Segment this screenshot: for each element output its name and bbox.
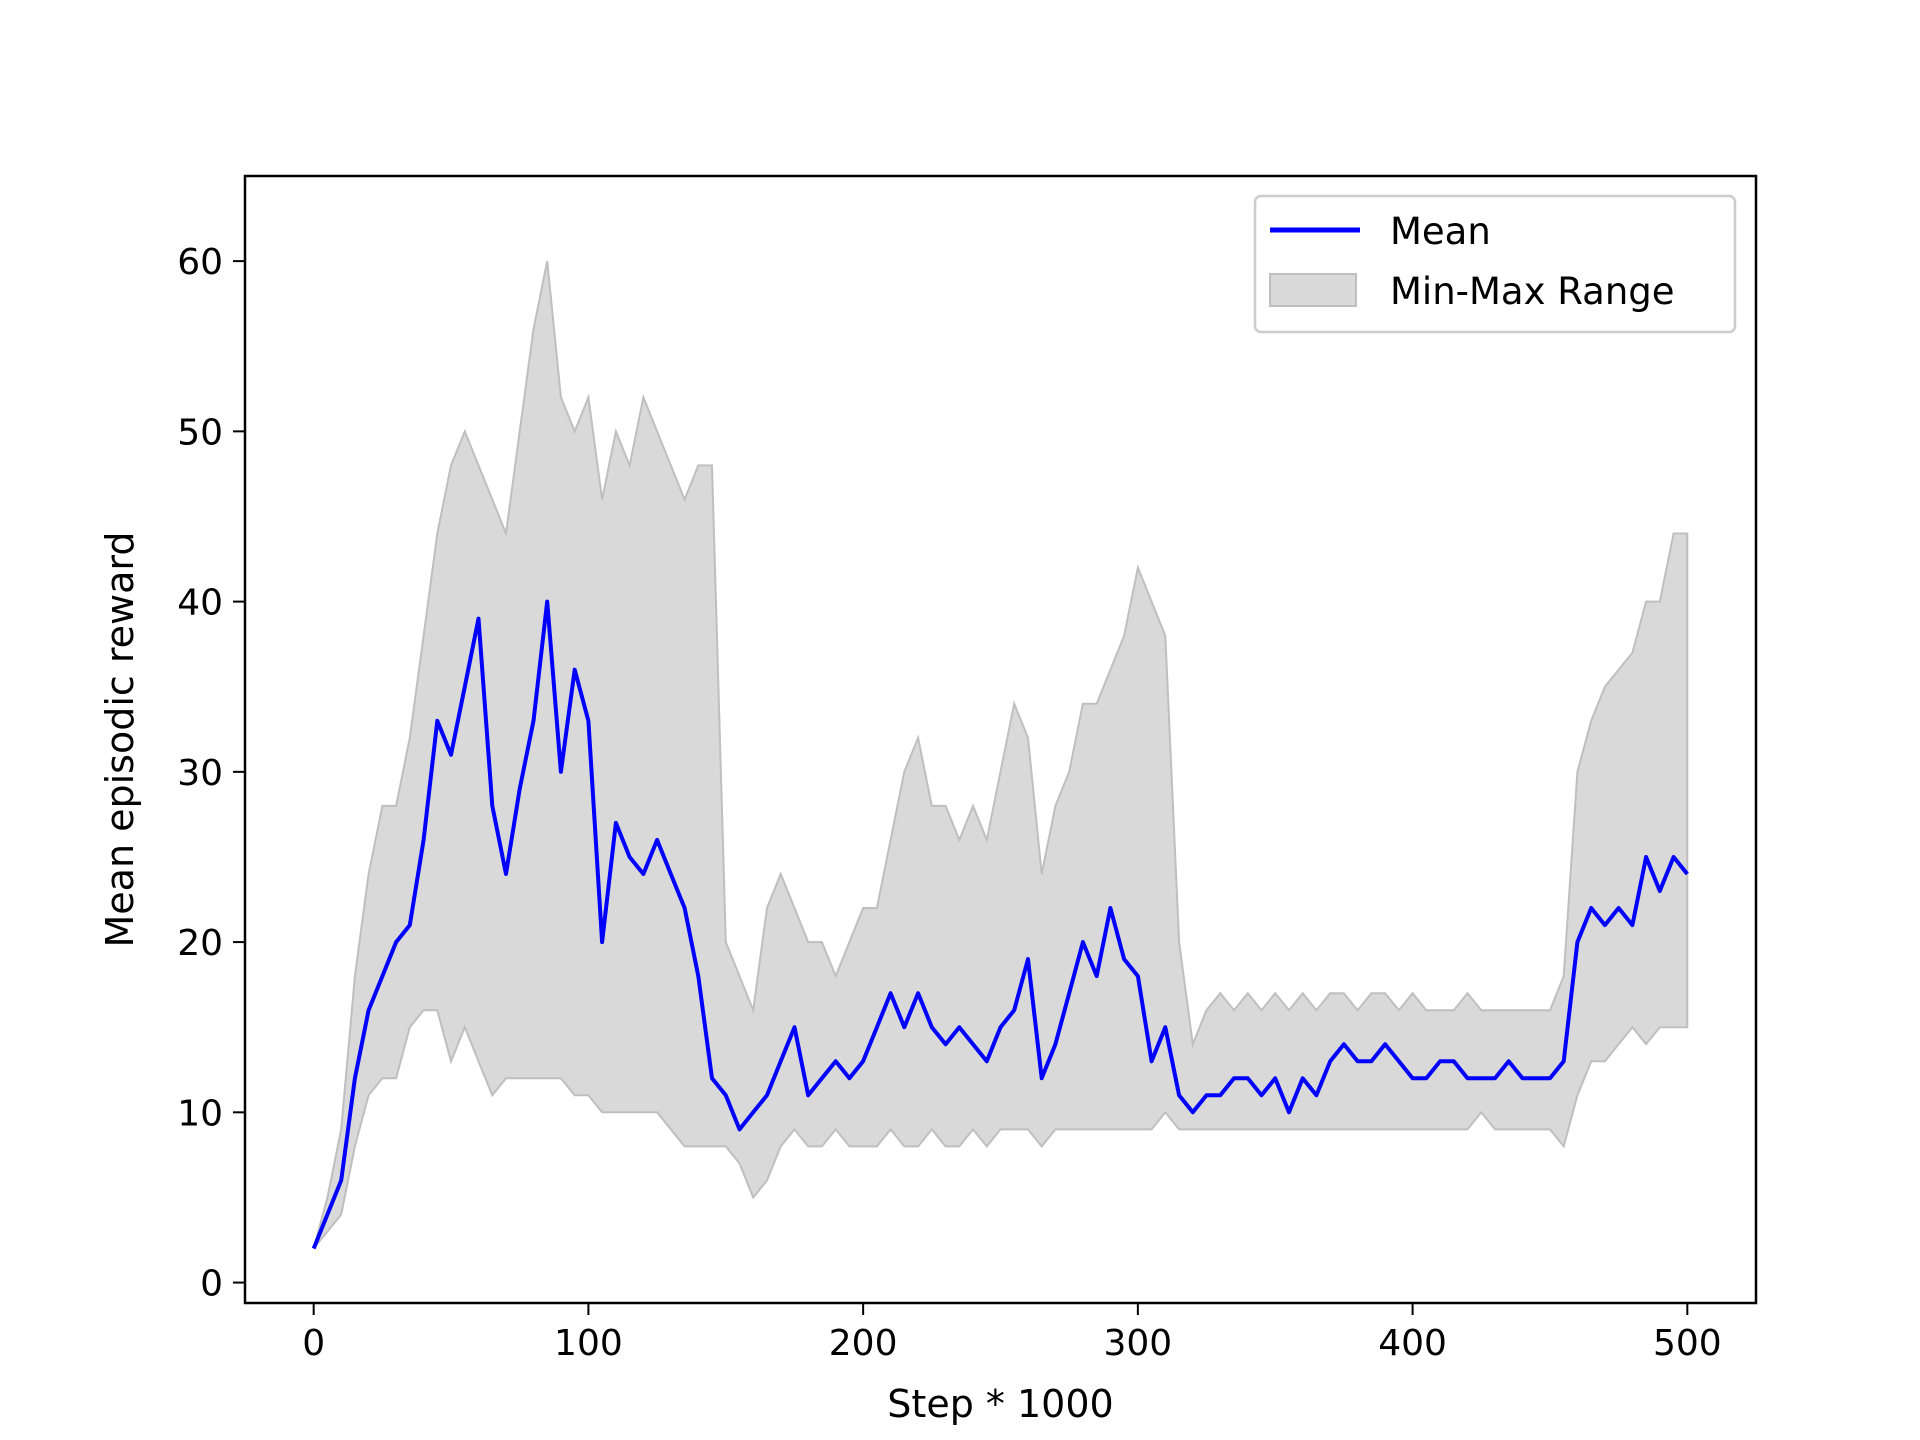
x-tick-label: 100 (554, 1323, 623, 1364)
y-tick-label: 10 (177, 1093, 223, 1134)
x-tick-label: 500 (1653, 1323, 1722, 1364)
mean-line-layer (311, 599, 1689, 1250)
legend-mean-label: Mean (1390, 210, 1491, 253)
x-tick-label: 0 (302, 1323, 325, 1364)
y-axis-ticks: 0 10 20 30 40 50 60 (177, 242, 245, 1305)
legend: Mean Min-Max Range (1253, 194, 1737, 334)
legend-box (1253, 194, 1737, 334)
x-axis-label: Step * 1000 (887, 1382, 1113, 1426)
legend-range-swatch (1269, 273, 1357, 307)
y-tick-label: 50 (177, 412, 223, 453)
plot-area-frame (243, 174, 1758, 1305)
min-max-band-layer (312, 260, 1689, 1250)
x-tick-label: 200 (829, 1323, 898, 1364)
y-tick-label: 0 (200, 1264, 223, 1305)
y-tick-label: 40 (177, 583, 223, 624)
mean-line (311, 599, 1689, 1250)
x-axis-ticks: 0 100 200 300 400 500 (302, 1303, 1722, 1364)
x-tick-label: 300 (1104, 1323, 1173, 1364)
y-tick-label: 30 (177, 753, 223, 794)
min-max-range-band (312, 260, 1689, 1250)
legend-range-label: Min-Max Range (1390, 270, 1675, 313)
x-tick-label: 400 (1378, 1323, 1447, 1364)
y-axis-label: Mean episodic reward (98, 532, 142, 948)
y-tick-label: 20 (177, 923, 223, 964)
y-tick-label: 60 (177, 242, 223, 283)
